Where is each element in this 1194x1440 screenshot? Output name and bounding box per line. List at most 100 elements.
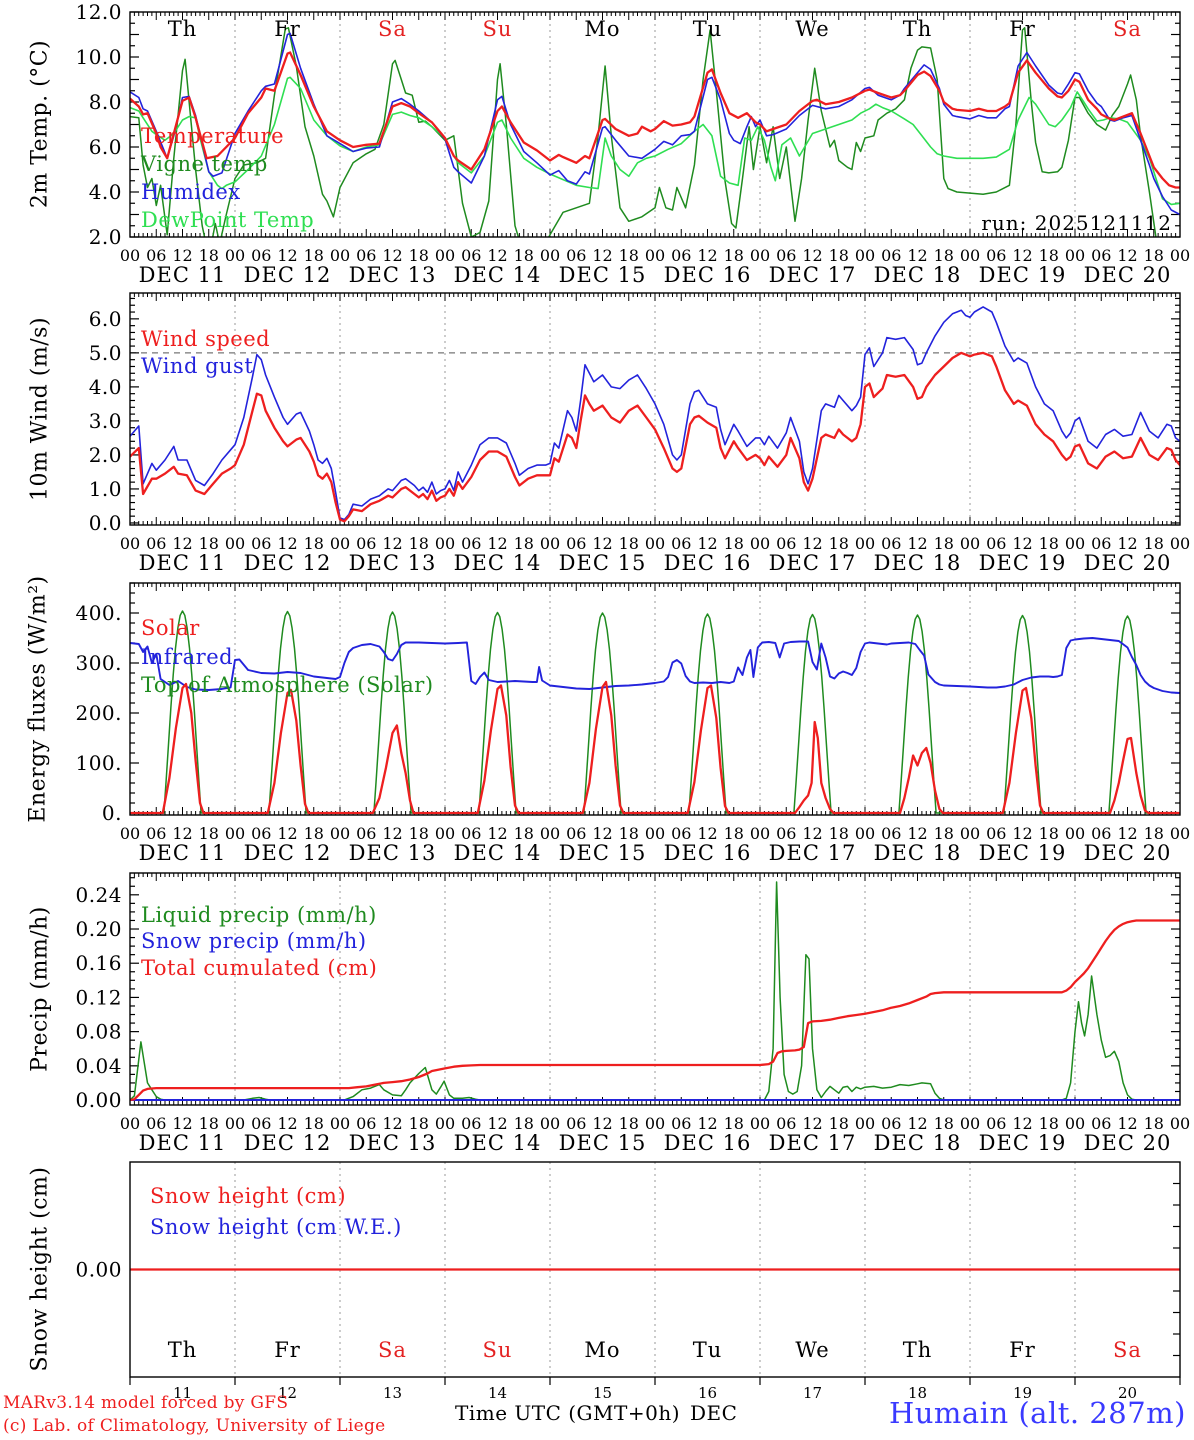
svg-text:17: 17: [803, 1384, 822, 1402]
svg-text:DEC 17: DEC 17: [769, 841, 857, 865]
svg-text:00: 00: [330, 534, 350, 553]
svg-text:18: 18: [1039, 534, 1059, 553]
svg-text:DEC 12: DEC 12: [244, 263, 332, 287]
legend-humidex: Humidex: [141, 180, 241, 204]
svg-text:18: 18: [829, 824, 849, 843]
svg-text:18: 18: [304, 246, 324, 265]
svg-text:12: 12: [697, 534, 717, 553]
svg-text:18: 18: [199, 246, 219, 265]
svg-text:18: 18: [304, 824, 324, 843]
svg-text:DEC 18: DEC 18: [874, 263, 962, 287]
svg-text:06: 06: [776, 1114, 796, 1133]
svg-text:12: 12: [487, 1114, 507, 1133]
svg-text:00: 00: [750, 246, 770, 265]
svg-text:00: 00: [960, 534, 980, 553]
svg-text:18: 18: [934, 246, 954, 265]
svg-text:12: 12: [277, 534, 297, 553]
svg-text:00: 00: [120, 246, 140, 265]
svg-text:00: 00: [855, 824, 875, 843]
svg-text:12: 12: [1117, 824, 1137, 843]
svg-text:Th: Th: [903, 1338, 933, 1362]
svg-text:06: 06: [461, 824, 481, 843]
svg-text:Sa: Sa: [1113, 1338, 1142, 1362]
svg-text:Th: Th: [168, 1338, 198, 1362]
svg-text:12: 12: [382, 534, 402, 553]
time-utc-label: Time UTC (GMT+0h): [455, 1401, 681, 1425]
svg-text:00: 00: [120, 824, 140, 843]
svg-text:06: 06: [146, 246, 166, 265]
svg-text:18: 18: [829, 534, 849, 553]
svg-text:11: 11: [173, 1384, 192, 1402]
svg-text:06: 06: [776, 246, 796, 265]
svg-text:Th: Th: [168, 17, 198, 41]
svg-text:00: 00: [330, 824, 350, 843]
svg-text:18: 18: [829, 1114, 849, 1133]
svg-text:18: 18: [1039, 1114, 1059, 1133]
svg-text:12: 12: [382, 824, 402, 843]
svg-text:DEC 11: DEC 11: [139, 263, 227, 287]
svg-text:06: 06: [671, 534, 691, 553]
svg-text:06: 06: [881, 534, 901, 553]
svg-text:Fr: Fr: [274, 17, 301, 41]
svg-text:DEC 12: DEC 12: [244, 841, 332, 865]
svg-text:Sa: Sa: [1113, 17, 1142, 41]
svg-text:12: 12: [1012, 824, 1032, 843]
footer-lab-credit: (c) Lab. of Climatology, University of L…: [3, 1416, 386, 1436]
svg-text:00: 00: [540, 1114, 560, 1133]
svg-text:DEC 19: DEC 19: [979, 1131, 1067, 1155]
svg-text:12: 12: [802, 824, 822, 843]
month-label: DEC: [690, 1401, 738, 1425]
svg-text:06: 06: [356, 1114, 376, 1133]
legend-wind-gust: Wind gust: [141, 354, 254, 378]
svg-text:12: 12: [907, 824, 927, 843]
svg-text:06: 06: [1091, 824, 1111, 843]
svg-text:06: 06: [251, 534, 271, 553]
svg-text:DEC 20: DEC 20: [1084, 551, 1172, 575]
svg-text:12: 12: [382, 246, 402, 265]
legend-snow-height-we: Snow height (cm W.E.): [150, 1215, 402, 1239]
legend-temperature: Temperature: [141, 124, 285, 148]
svg-text:00: 00: [120, 534, 140, 553]
svg-text:DEC 13: DEC 13: [349, 263, 437, 287]
svg-text:0.00: 0.00: [75, 1258, 122, 1282]
y-axis-title-temp: 2m Temp. (°C): [27, 39, 53, 209]
svg-text:DEC 19: DEC 19: [979, 841, 1067, 865]
svg-text:10.0: 10.0: [75, 45, 122, 69]
legend-vigne-temp: Vigne temp: [141, 152, 268, 176]
svg-text:2.0: 2.0: [89, 225, 122, 249]
svg-text:DEC 11: DEC 11: [139, 551, 227, 575]
svg-text:06: 06: [566, 246, 586, 265]
svg-text:18: 18: [619, 824, 639, 843]
svg-text:06: 06: [566, 534, 586, 553]
svg-text:06: 06: [881, 246, 901, 265]
svg-text:06: 06: [776, 534, 796, 553]
svg-text:18: 18: [409, 1114, 429, 1133]
svg-text:12: 12: [172, 246, 192, 265]
svg-text:00: 00: [1170, 824, 1190, 843]
svg-text:DEC 14: DEC 14: [454, 263, 542, 287]
svg-text:2.0: 2.0: [89, 443, 122, 467]
svg-text:00: 00: [540, 824, 560, 843]
svg-text:06: 06: [776, 824, 796, 843]
y-axis-title-wind: 10m Wind (m/s): [27, 316, 53, 502]
svg-text:Tu: Tu: [693, 1338, 723, 1362]
svg-text:18: 18: [1039, 246, 1059, 265]
svg-text:00: 00: [645, 1114, 665, 1133]
svg-text:06: 06: [146, 1114, 166, 1133]
svg-text:6.0: 6.0: [89, 135, 122, 159]
svg-text:18: 18: [199, 824, 219, 843]
svg-text:06: 06: [146, 824, 166, 843]
svg-text:06: 06: [1091, 1114, 1111, 1133]
legend-toa-solar: Top of Atmosphere (Solar): [141, 673, 434, 697]
svg-text:12: 12: [697, 1114, 717, 1133]
svg-text:00: 00: [435, 824, 455, 843]
svg-text:06: 06: [986, 534, 1006, 553]
svg-text:200.: 200.: [75, 701, 122, 725]
svg-text:18: 18: [934, 824, 954, 843]
legend-solar: Solar: [141, 616, 200, 640]
svg-text:18: 18: [409, 246, 429, 265]
svg-text:00: 00: [1065, 534, 1085, 553]
legend-wind-speed: Wind speed: [141, 327, 271, 351]
legend-snow-height: Snow height (cm): [150, 1184, 347, 1208]
svg-text:06: 06: [671, 1114, 691, 1133]
